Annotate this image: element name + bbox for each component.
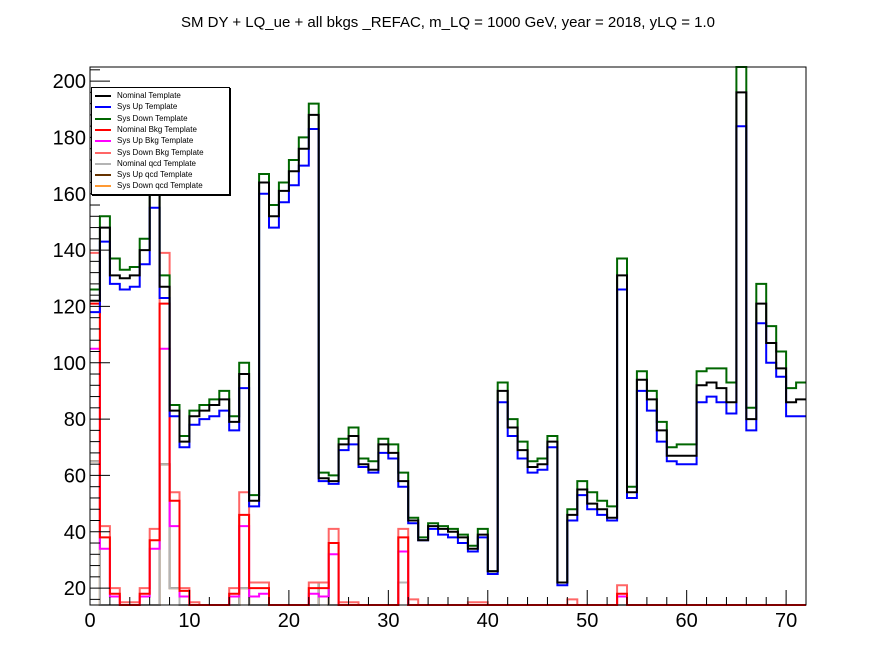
x-tick-label: 40 [477,610,499,632]
legend-swatch [95,174,111,177]
x-tick-label: 60 [676,610,698,632]
series-nominal-qcd-template [90,460,806,606]
axis-layer: 0 10 20 30 40 50 60 70 20 40 60 80 100 120 140 160 180 20… [53,69,797,632]
legend-item: Nominal Template [92,90,228,101]
y-tick-label: 160 [53,184,86,206]
series-sys-up-template [90,125,806,587]
legend-label: Sys Down Bkg Template [117,147,204,157]
y-tick-label: 200 [53,71,86,93]
legend-label: Nominal Bkg Template [117,124,197,134]
legend-item: Nominal Bkg Template [92,124,228,135]
legend-label: Sys Down Template [117,113,188,123]
legend-item: Sys Down qcd Template [92,180,228,191]
legend-item: Sys Down Template [92,113,228,124]
x-tick-label: 10 [178,610,200,632]
legend-label: Sys Down qcd Template [117,181,203,191]
legend-swatch [95,95,111,97]
legend: Nominal Template Sys Up Template Sys Down … [91,87,230,195]
legend-swatch [95,185,111,188]
legend-label: Sys Up Template [117,102,178,112]
legend-swatch [95,151,111,154]
series-sys-up-qcd-template [90,460,806,606]
y-tick-label: 40 [64,522,86,544]
y-tick-label: 120 [53,296,86,318]
legend-item: Sys Up Bkg Template [92,135,228,146]
x-tick-label: 70 [775,610,797,632]
legend-item: Nominal qcd Template [92,158,228,169]
legend-label: Nominal Template [117,91,181,100]
x-tick-label: 20 [278,610,300,632]
series-nominal-bkg-template [90,302,806,606]
x-tick-label: 0 [84,610,95,632]
y-tick-label: 180 [53,127,86,149]
legend-item: Sys Up qcd Template [92,169,228,180]
y-tick-label: 100 [53,353,86,375]
chart-title: SM DY + LQ_ue + all bkgs _REFAC, m_LQ = … [180,14,716,31]
legend-swatch [95,162,111,165]
series-sys-up-bkg-template [90,347,806,606]
legend-swatch [95,117,111,120]
y-tick-label: 80 [64,409,86,431]
legend-label: Nominal qcd Template [117,158,197,168]
x-tick-label: 50 [576,610,598,632]
series-sys-down-template [90,66,806,584]
legend-label: Sys Up Bkg Template [117,136,194,146]
legend-item: Sys Down Bkg Template [92,147,228,158]
legend-swatch [95,128,111,131]
legend-item: Sys Up Template [92,101,228,112]
y-tick-label: 140 [53,240,86,262]
legend-swatch [95,106,111,109]
series-sys-down-bkg-template [90,251,806,606]
y-tick-label: 20 [64,578,86,600]
series-nominal-template [90,91,806,584]
legend-swatch [95,140,111,143]
legend-label: Sys Up qcd Template [117,170,193,180]
y-tick-label: 60 [64,465,86,487]
x-tick-label: 30 [377,610,399,632]
series-sys-down-qcd-template [90,460,806,606]
